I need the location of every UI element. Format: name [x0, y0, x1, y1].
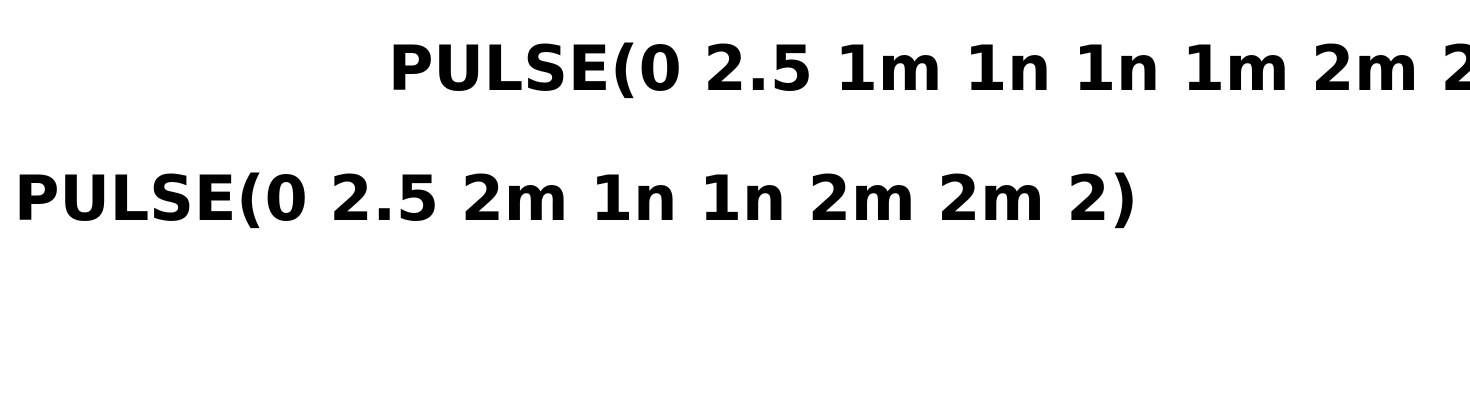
- pulse-spec-line-1: PULSE(0 2.5 1m 1n 1n 1m 2m 2): [388, 32, 1470, 105]
- pulse-spec-line-2: PULSE(0 2.5 2m 1n 1n 2m 2m 2): [14, 162, 1138, 235]
